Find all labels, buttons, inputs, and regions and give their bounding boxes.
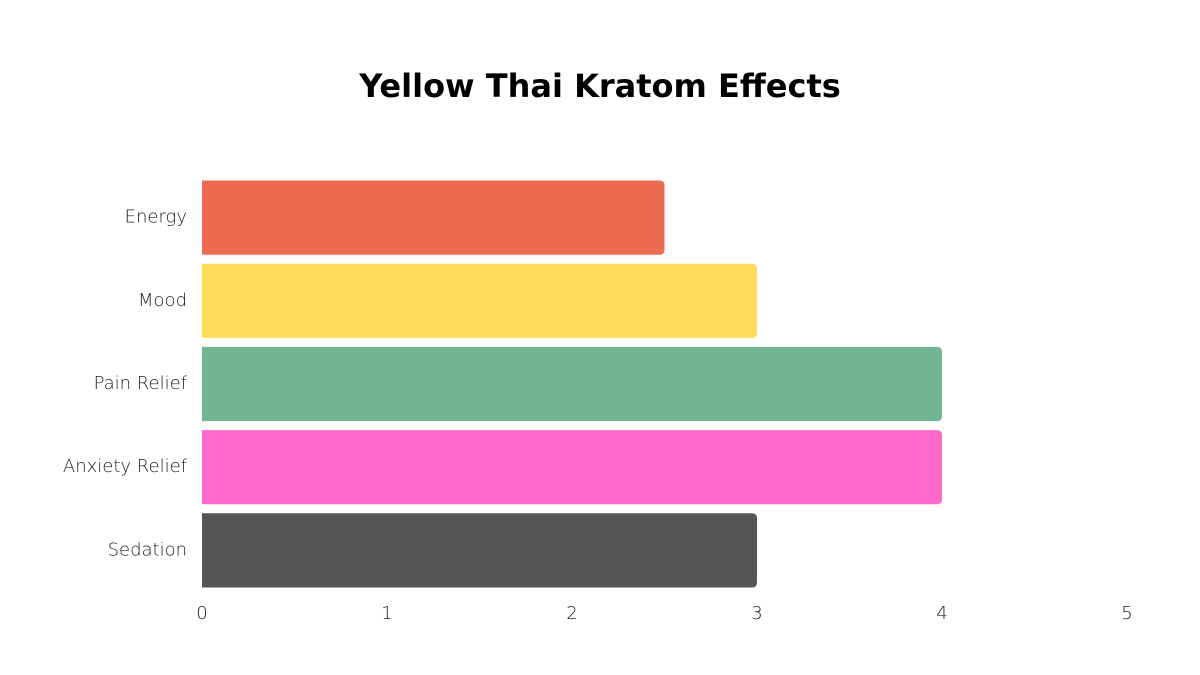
bar [202,180,665,255]
bar [202,346,942,422]
bar [202,513,757,588]
bar [202,263,757,338]
chart-title: Yellow Thai Kratom Effects [358,67,841,105]
y-tick-label: Energy [125,207,187,228]
y-tick-label: Anxiety Relief [63,456,188,477]
y-tick-label: Sedation [108,539,187,560]
y-tick-label: Pain Relief [94,373,188,394]
x-tick-label: 2 [566,603,577,624]
x-tick-label: 4 [936,603,947,624]
bar [202,430,942,505]
x-tick-label: 0 [196,603,207,624]
x-tick-label: 5 [1121,603,1132,624]
x-tick-label: 1 [381,603,392,624]
y-tick-label: Mood [138,290,187,311]
x-tick-label: 3 [751,603,762,624]
